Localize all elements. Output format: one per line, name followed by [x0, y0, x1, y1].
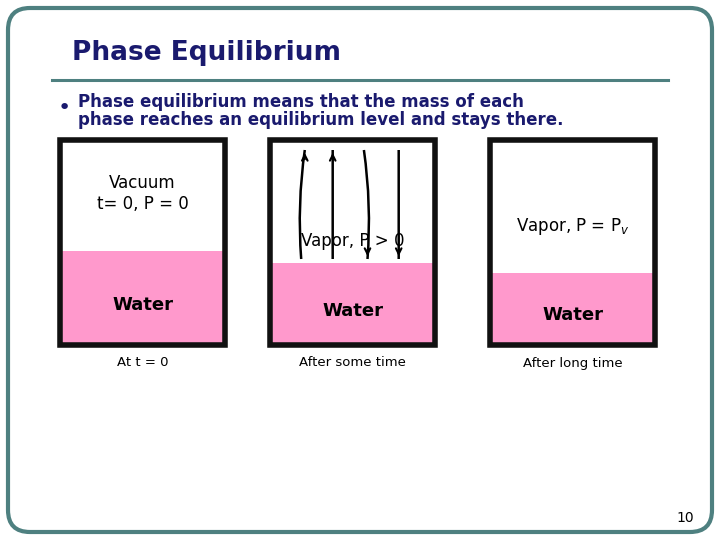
FancyBboxPatch shape — [8, 8, 712, 532]
Bar — [60, 140, 225, 345]
Text: •: • — [58, 98, 71, 118]
Text: Phase equilibrium means that the mass of each: Phase equilibrium means that the mass of… — [78, 93, 524, 111]
Bar — [270, 140, 435, 345]
Bar — [490, 273, 655, 345]
Text: Water: Water — [112, 296, 173, 314]
Text: 10: 10 — [676, 511, 694, 525]
Text: Phase Equilibrium: Phase Equilibrium — [72, 40, 341, 66]
Text: Water: Water — [542, 306, 603, 324]
Text: Vacuum
t= 0, P = 0: Vacuum t= 0, P = 0 — [96, 174, 189, 213]
Bar — [490, 140, 655, 345]
Text: After long time: After long time — [523, 356, 622, 369]
Bar — [60, 251, 225, 345]
Text: Water: Water — [322, 301, 383, 320]
Bar — [490, 140, 655, 345]
Text: After some time: After some time — [299, 356, 406, 369]
Bar — [270, 263, 435, 345]
Text: Vapor, P > 0: Vapor, P > 0 — [301, 232, 404, 250]
Bar — [60, 140, 225, 345]
Bar — [270, 140, 435, 345]
Text: phase reaches an equilibrium level and stays there.: phase reaches an equilibrium level and s… — [78, 111, 564, 129]
Text: At t = 0: At t = 0 — [117, 356, 168, 369]
Text: Vapor, P = P$_v$: Vapor, P = P$_v$ — [516, 216, 629, 237]
